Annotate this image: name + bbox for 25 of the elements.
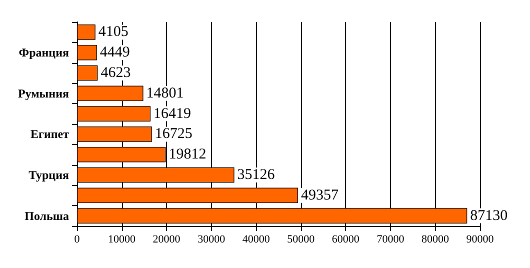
x-tick-label: 30000 [198, 234, 226, 246]
y-tick-label: Египет [30, 127, 70, 142]
x-tick-label: 50000 [287, 234, 316, 246]
y-tick-label: Турция [28, 168, 70, 182]
y-tick-label: Румыния [18, 86, 70, 100]
data-label: 35126 [237, 167, 276, 183]
x-tick-label: 0 [74, 234, 80, 246]
y-tick-label: Франция [18, 46, 70, 60]
x-tick-label: 70000 [376, 234, 405, 246]
data-label: 49357 [301, 187, 340, 204]
data-label: 16725 [154, 126, 192, 142]
x-tick-label: 80000 [421, 234, 450, 246]
data-label: 4449 [100, 44, 130, 61]
data-label: 87130 [470, 208, 508, 224]
data-label: 14801 [146, 85, 184, 102]
data-label: 4623 [100, 65, 131, 81]
x-tick-label: 40000 [242, 234, 270, 246]
data-label: 4105 [98, 24, 128, 40]
data-label: 16419 [154, 106, 192, 122]
y-tick-label: Польша [24, 208, 69, 223]
x-tick-label: 10000 [108, 234, 136, 246]
data-label: 19812 [168, 146, 206, 163]
x-tick-label: 90000 [466, 234, 494, 246]
x-tick-label: 20000 [152, 234, 181, 246]
x-tick-label: 60000 [332, 234, 360, 246]
